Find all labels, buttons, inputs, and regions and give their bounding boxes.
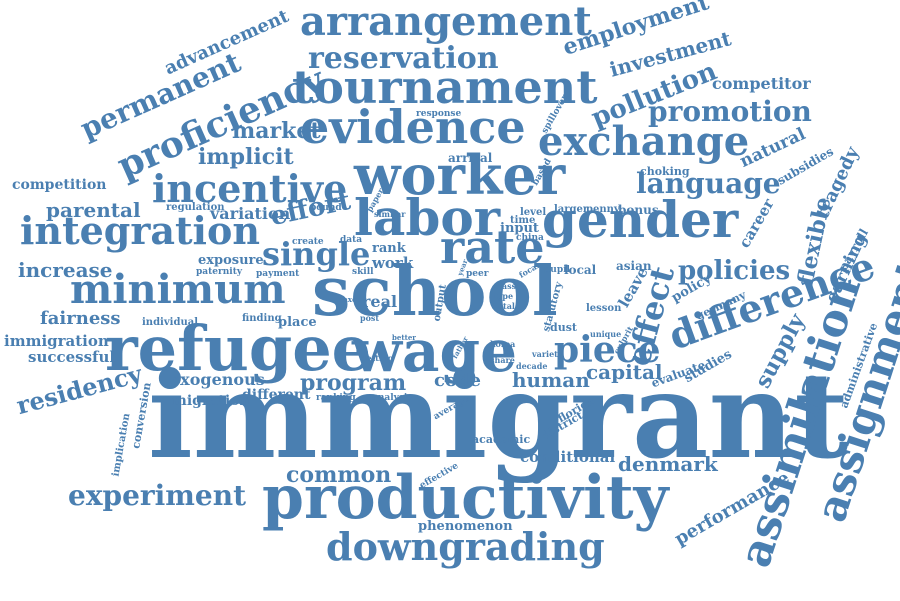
cloud-word: phenomenon [418,519,513,534]
cloud-word: denmark [618,452,718,476]
cloud-word: post [360,313,380,323]
cloud-word: incentive [152,166,348,211]
cloud-word: market [232,118,321,144]
cloud-word: level [520,207,547,218]
cloud-word: parental [46,198,141,222]
cloud-word: wage [352,317,517,385]
cloud-word: immigration [4,332,109,350]
cloud-word: type [494,291,514,301]
cloud-word: academic [472,433,531,446]
cloud-word: minimum [70,266,286,313]
cloud-word: variation [210,204,291,223]
cloud-word: class [494,281,517,291]
cloud-word: policies [678,256,791,286]
cloud-word: arrangement [300,0,592,45]
cloud-word: conditional [520,448,616,466]
cloud-word: capital [586,360,663,384]
cloud-word: skill [352,267,374,277]
cloud-word: language [636,167,781,200]
cloud-word: human [512,368,590,392]
cloud-word: data [340,235,363,245]
cloud-word: total [494,301,515,311]
cloud-word: setting [362,353,394,363]
cloud-word: exposure [198,253,264,268]
cloud-word: implicit [198,144,294,170]
cloud-word: similar [374,209,406,219]
cloud-word: integration [20,208,260,253]
cloud-word: competitor [712,74,811,93]
cloud-word: residency [13,358,146,421]
cloud-word: pound [310,203,342,213]
cloud-word: local [564,263,597,277]
cloud-word: different [242,387,311,403]
cloud-word: exchange [538,118,750,165]
cloud-word: productivity [262,463,669,533]
cloud-word: time [510,215,536,226]
cloud-word: arrival [448,151,493,165]
cloud-word: exogenous [170,370,265,389]
cloud-word: response [416,109,462,119]
cloud-word: fairness [40,308,121,329]
cloud-word: experiment [68,479,247,512]
cloud-word: peer [466,269,489,279]
cloud-word: competition [12,177,107,193]
cloud-word: asian [616,259,652,273]
cloud-word: taxes [340,295,361,304]
cloud-word: bonus [618,203,659,217]
cloud-word: school [312,252,558,332]
cloud-word: ranking [316,393,356,403]
cloud-word: successful [28,348,116,366]
cloud-word: china [516,233,544,243]
cloud-word: gender [542,190,739,249]
cloud-word: lesson [586,303,622,314]
cloud-word: refugee [105,312,372,385]
cloud-word: place [278,315,317,330]
cloud-word: individual [142,317,199,328]
cloud-word: share [490,355,515,365]
cloud-word: create [292,237,324,247]
cloud-word: variety [532,349,563,359]
cloud-word: worker [354,143,566,207]
cloud-word: payment [256,269,300,279]
cloud-word: penny [586,204,620,215]
cloud-word: paternity [196,267,243,277]
cloud-word: larger [554,204,589,215]
cloud-word: code [434,370,482,391]
cloud-word: downgrading [326,524,605,569]
cloud-word: migration [172,393,250,409]
cloud-word: evidence [300,100,526,154]
cloud-word: dust [550,321,577,334]
cloud-word: unique [590,329,622,339]
cloud-word: career [735,195,778,252]
cloud-word: program [300,370,407,396]
cloud-word: promotion [648,95,812,128]
cloud-word: regulation [166,202,225,213]
cloud-word: choking [640,165,690,178]
cloud-word: single [262,235,371,273]
cloud-word: decade [516,361,548,371]
cloud-word: reservation [308,41,499,76]
cloud-word: piece [554,329,661,371]
cloud-word: rate [440,220,545,274]
cloud-word: pupil [544,265,570,275]
cloud-word: analysis [372,393,413,403]
cloud-word: rank [372,241,406,256]
cloud-word: input [500,221,539,236]
cloud-word: tournament [292,60,598,114]
cloud-word: labor [354,188,501,247]
cloud-word: finding [242,313,282,324]
cloud-word: work [372,254,414,272]
cloud-word: korea [490,339,516,349]
cloud-word: immigrant [148,346,849,485]
cloud-word: better [392,333,416,342]
cloud-word: common [286,462,392,488]
cloud-word: increase [18,258,113,282]
cloud-word: real [362,292,398,311]
